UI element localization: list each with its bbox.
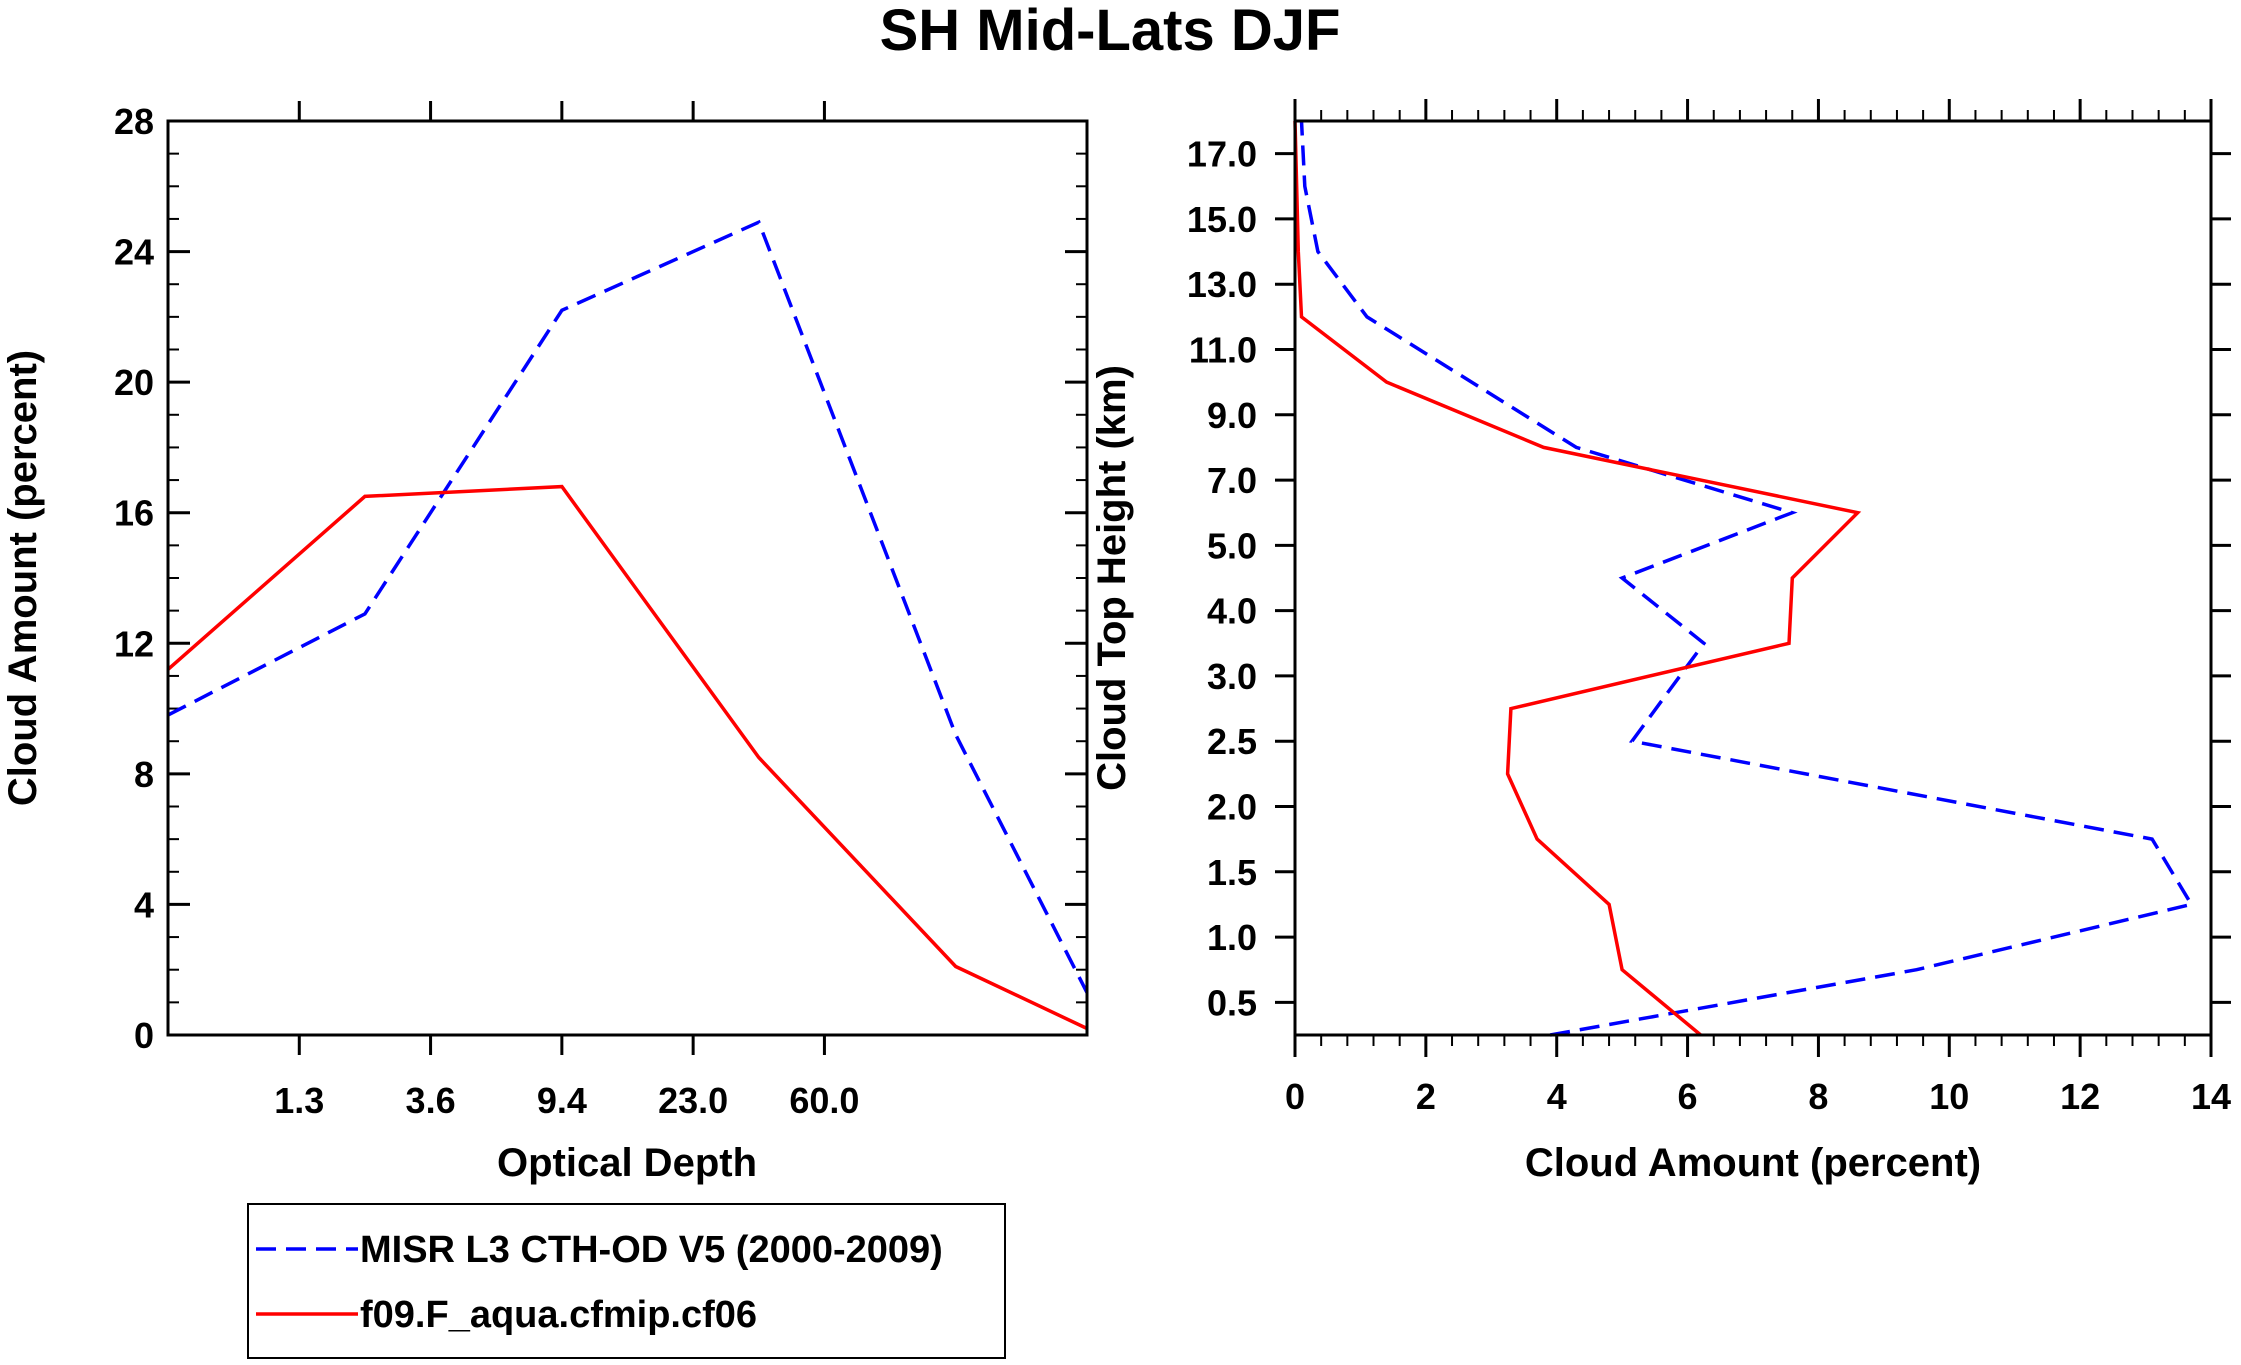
left-y-tick-label: 16: [114, 493, 154, 534]
right-y-tick-label: 5.0: [1207, 525, 1257, 566]
right-y-tick-label: 11.0: [1189, 330, 1257, 371]
right-tick-labels: 0 2 4 6 8 10 12 14 0.5 1.0 1.5 2.0 2.5 3.0 4.0 5.0 7.0 9.…: [1187, 134, 2231, 1117]
right-x-tick-label: 12: [2060, 1076, 2100, 1117]
right-series-model-line: [1293, 120, 1862, 1037]
right-x-tick-label: 10: [1929, 1076, 1969, 1117]
right-y-tick-label: 0.5: [1207, 982, 1257, 1023]
left-y-axis-label: Cloud Amount (percent): [1, 350, 45, 806]
legend-obs-label: MISR L3 CTH-OD V5 (2000-2009): [360, 1229, 943, 1271]
left-y-tick-label: 0: [134, 1015, 154, 1056]
right-series-lines: [1293, 120, 2195, 1037]
left-y-tick-label: 12: [114, 623, 154, 664]
left-series-model-line: [166, 484, 1088, 1031]
legend: MISR L3 CTH-OD V5 (2000-2009) f09.F_aqua…: [247, 1203, 1006, 1359]
right-y-tick-label: 13.0: [1187, 264, 1257, 305]
left-x-tick-label: 3.6: [406, 1080, 456, 1121]
right-y-tick-label: 9.0: [1207, 395, 1257, 436]
right-panel-cloud-top-height: 0 2 4 6 8 10 12 14 0.5 1.0 1.5 2.0 2.5 3.0 4.0 5.0 7.0 9.…: [1090, 99, 2231, 1185]
right-y-tick-label: 7.0: [1207, 460, 1257, 501]
left-x-tick-label: 9.4: [537, 1080, 587, 1121]
left-x-tick-label: 60.0: [789, 1080, 859, 1121]
left-tick-labels: 0 4 8 12 16 20 24 28 1.3 3.6 9.4 23.0 60.0: [114, 101, 860, 1121]
right-axis-ticks: [1275, 99, 2231, 1057]
right-y-tick-label: 4.0: [1207, 591, 1257, 632]
legend-box: [247, 1203, 1006, 1359]
right-y-tick-label: 3.0: [1207, 656, 1257, 697]
left-series-obs-line: [167, 219, 1089, 994]
right-x-axis-label: Cloud Amount (percent): [1525, 1141, 1981, 1185]
right-y-tick-label: 2.0: [1207, 787, 1257, 828]
right-y-tick-label: 15.0: [1187, 199, 1257, 240]
left-panel-optical-depth: 0 4 8 12 16 20 24 28 1.3 3.6 9.4 23.0 60.0 Optical D…: [1, 101, 1089, 1185]
right-x-tick-label: 4: [1547, 1076, 1567, 1117]
right-plot-frame: [1293, 119, 2213, 1037]
left-plot-frame: [166, 119, 1089, 1037]
left-y-tick-label: 20: [114, 362, 154, 403]
left-y-tick-label: 24: [114, 232, 154, 273]
right-y-tick-label: 2.5: [1207, 721, 1257, 762]
right-x-tick-label: 0: [1285, 1076, 1305, 1117]
left-x-axis-label: Optical Depth: [497, 1141, 757, 1185]
right-y-tick-label: 1.5: [1207, 852, 1257, 893]
figure-title: SH Mid-Lats DJF: [880, 0, 1341, 63]
right-y-tick-label: 17.0: [1187, 134, 1257, 175]
right-y-axis-label: Cloud Top Height (km): [1090, 365, 1134, 791]
left-x-tick-label: 1.3: [274, 1080, 324, 1121]
left-axis-ticks: [168, 101, 1087, 1055]
right-series-obs-line: [1299, 120, 2195, 1037]
right-x-tick-label: 2: [1416, 1076, 1436, 1117]
legend-model-label: f09.F_aqua.cfmip.cf06: [360, 1294, 757, 1336]
right-y-tick-label: 1.0: [1207, 917, 1257, 958]
right-x-tick-label: 14: [2191, 1076, 2231, 1117]
right-x-tick-label: 6: [1678, 1076, 1698, 1117]
left-y-tick-label: 4: [134, 884, 154, 925]
left-x-tick-label: 23.0: [658, 1080, 728, 1121]
left-y-tick-label: 8: [134, 754, 154, 795]
right-x-tick-label: 8: [1808, 1076, 1828, 1117]
left-series-lines: [166, 219, 1089, 1031]
left-y-tick-label: 28: [114, 101, 154, 142]
